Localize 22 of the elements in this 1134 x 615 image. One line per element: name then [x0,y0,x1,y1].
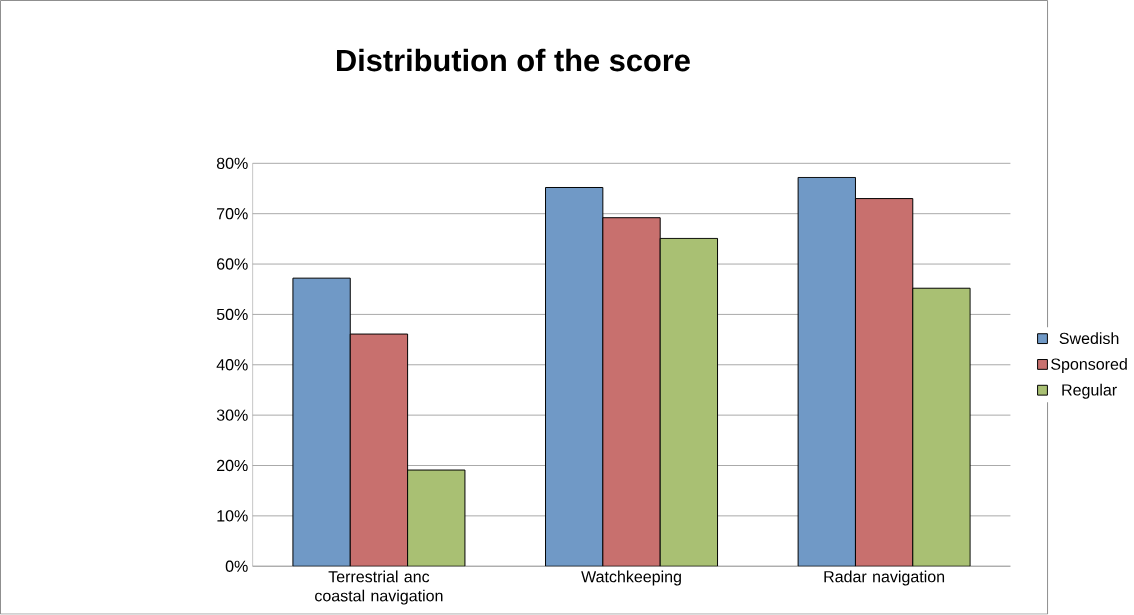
legend-label: Swedish [1059,332,1119,345]
x-tick-label: Terrestrial anc coastal navigation [315,570,443,605]
chart-title: Distribution of the score [337,48,690,72]
y-tick-label: 20% [217,460,248,472]
legend-label: Regular [1062,384,1117,399]
y-tick-label: 80% [216,157,248,170]
bar [545,187,604,567]
y-tick-label: 40% [216,359,248,371]
y-tick-label: 50% [216,308,248,321]
y-tick-label: 0% [225,560,248,573]
bar [292,277,351,567]
x-tick-label: Watchkeeping [581,570,681,586]
y-tick-label: 10% [217,510,248,522]
y-tick-label: 30% [216,409,248,421]
y-tick-label: 60% [217,258,248,270]
bar [602,217,661,567]
bar [797,177,856,567]
x-tick-label: Radar navigation [824,570,945,586]
bar [349,333,409,567]
legend-label: Sponsored [1051,358,1127,374]
y-tick-label: 70% [217,208,248,220]
bar [854,198,914,567]
